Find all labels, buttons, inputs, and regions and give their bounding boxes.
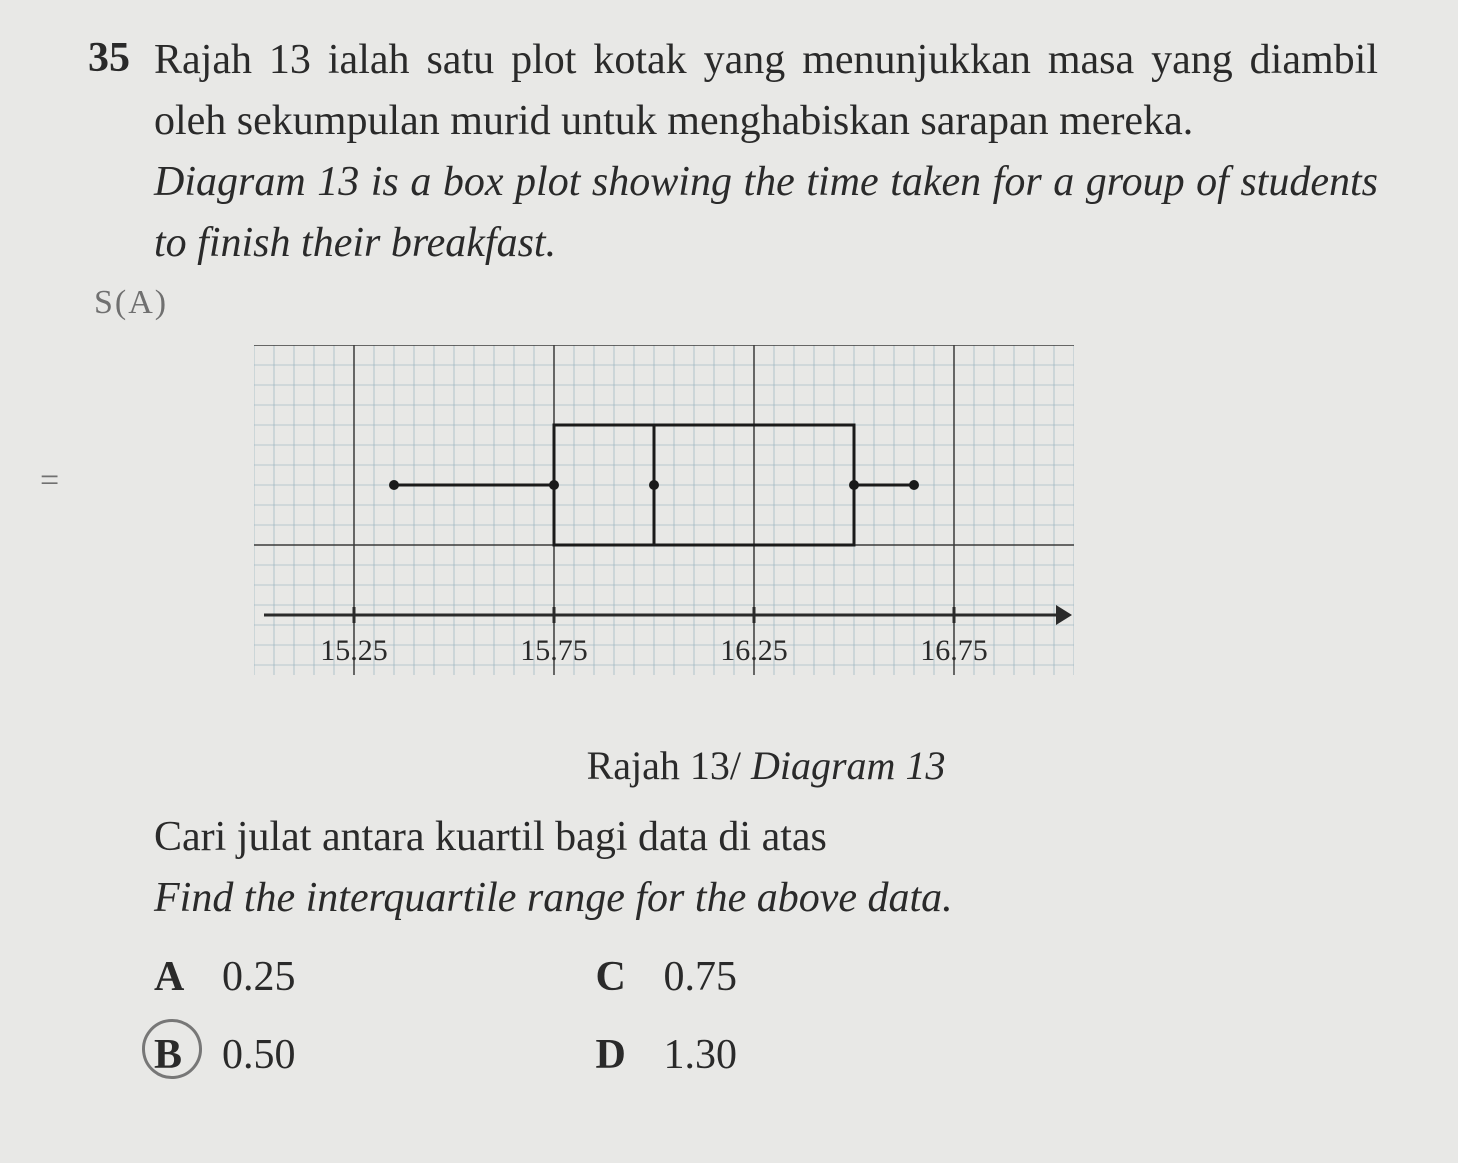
option-b: B 0.50	[154, 1025, 296, 1086]
option-value-a: 0.25	[222, 947, 296, 1008]
figure-caption: Rajah 13/ Diagram 13	[154, 737, 1378, 795]
option-letter-d: D	[596, 1025, 636, 1086]
caption-english: Diagram 13	[741, 743, 945, 788]
svg-text:16.25: 16.25	[720, 634, 788, 667]
boxplot-chart: 15.25 15.75 16.25 16.75	[254, 345, 1378, 723]
stem-english: Diagram 13 is a box plot showing the tim…	[154, 152, 1378, 274]
option-letter-c: C	[596, 947, 636, 1008]
option-value-d: 1.30	[664, 1025, 738, 1086]
option-letter-b: B	[154, 1025, 194, 1086]
option-d: D 1.30	[596, 1025, 738, 1086]
boxplot-svg: 15.25 15.75 16.25 16.75	[254, 345, 1074, 705]
option-c: C 0.75	[596, 947, 738, 1008]
svg-text:16.75: 16.75	[920, 634, 988, 667]
options: A 0.25 B 0.50 C 0.75 D 1.30	[154, 947, 1378, 1087]
question-number: 35	[60, 30, 130, 1086]
ask-english: Find the interquartile range for the abo…	[154, 868, 1378, 929]
handwritten-equals: =	[40, 462, 59, 500]
svg-text:15.75: 15.75	[520, 634, 588, 667]
option-value-b: 0.50	[222, 1025, 296, 1086]
stem-malay: Rajah 13 ialah satu plot kotak yang menu…	[154, 30, 1378, 152]
ask-malay: Cari julat antara kuartil bagi data di a…	[154, 807, 1378, 868]
handwritten-annotation: S(A)	[94, 278, 1378, 327]
caption-malay: Rajah 13/	[587, 743, 741, 788]
option-a: A 0.25	[154, 947, 296, 1008]
option-letter-a: A	[154, 947, 194, 1008]
option-value-c: 0.75	[664, 947, 738, 1008]
svg-text:15.25: 15.25	[320, 634, 388, 667]
